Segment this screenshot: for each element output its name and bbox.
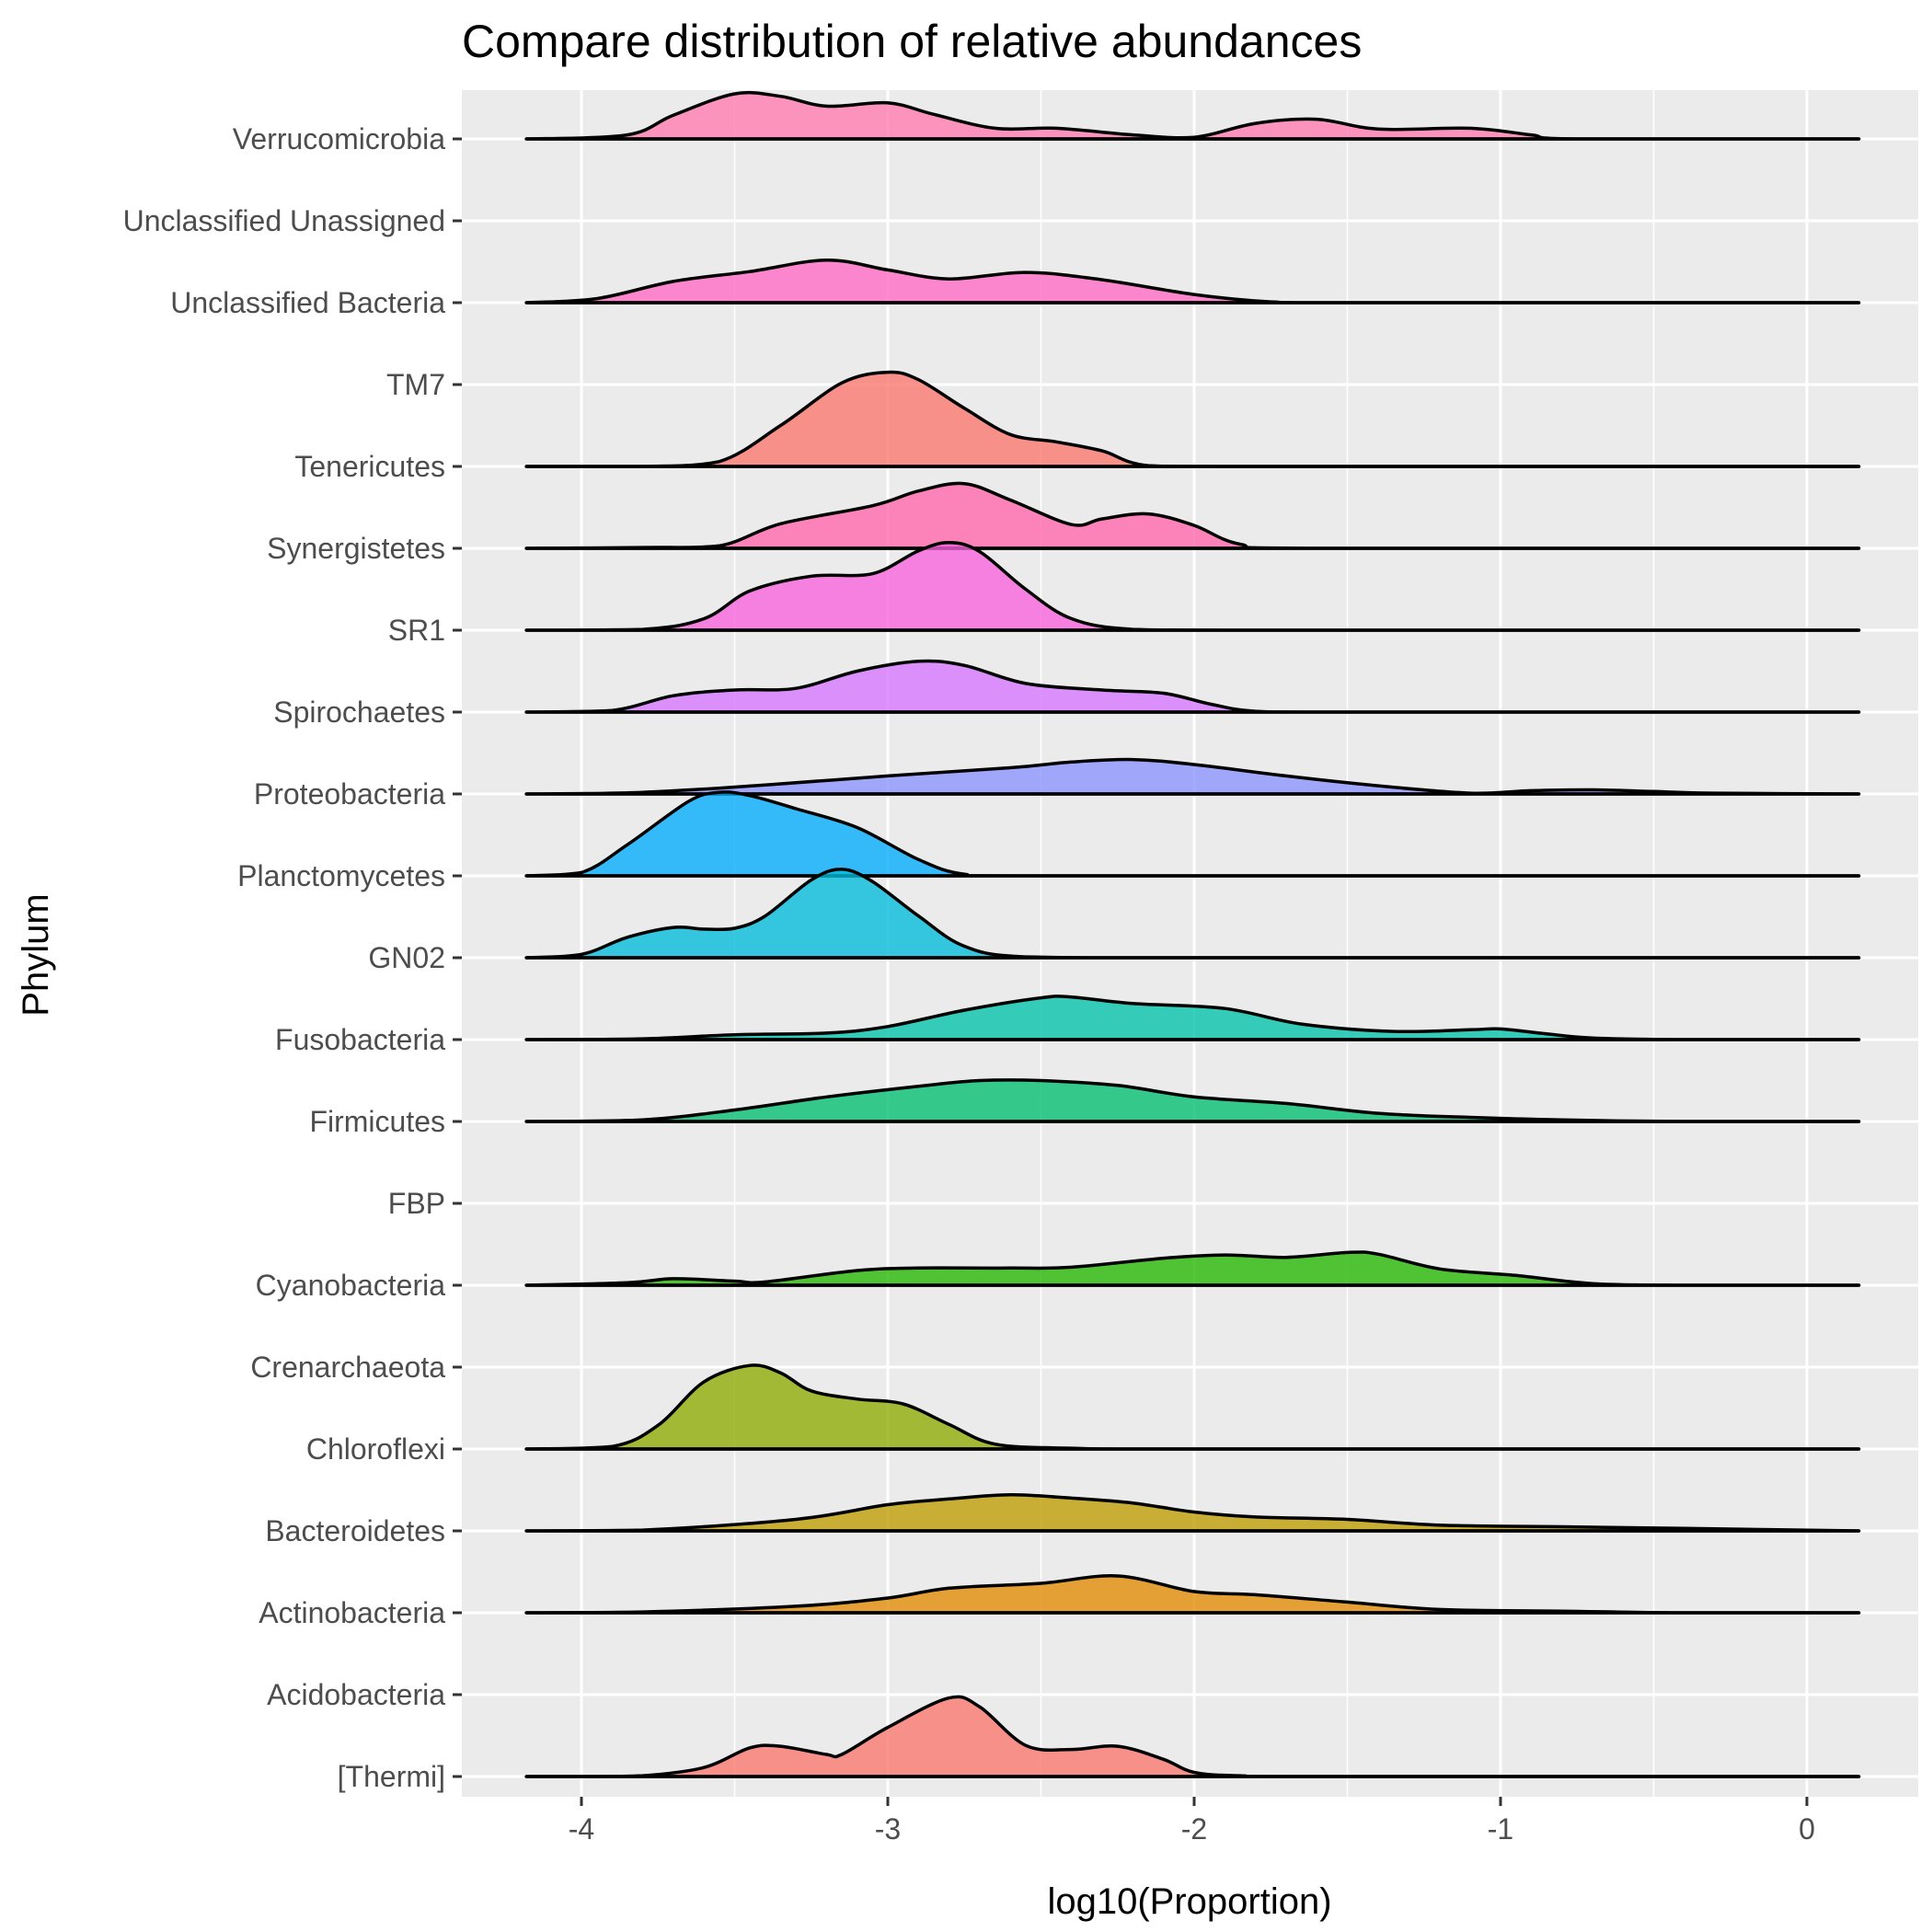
ridge-fusobacteria	[524, 995, 1861, 1041]
y-tick-label: Planctomycetes	[237, 859, 445, 892]
x-tick-label: -4	[569, 1812, 594, 1846]
ridge-verrucomicrobia	[524, 90, 1861, 141]
x-tick-label: 0	[1799, 1812, 1815, 1846]
y-tick-label: TM7	[386, 368, 445, 401]
y-tick-label: Cyanobacteria	[256, 1269, 446, 1302]
y-tick-label: Actinobacteria	[259, 1596, 445, 1629]
ridge-cyanobacteria	[524, 1250, 1861, 1287]
y-tick-label: GN02	[368, 941, 445, 974]
y-tick-label: Chloroflexi	[306, 1432, 445, 1466]
x-axis-title: log10(Proportion)	[1047, 1881, 1331, 1922]
y-tick-label: Spirochaetes	[273, 696, 445, 729]
x-axis: -4 -3 -2 -1 0	[569, 1797, 1815, 1846]
y-tick-label: SR1	[388, 614, 445, 647]
y-tick-label: Unclassified Unassigned	[123, 204, 445, 237]
ridge-bacteroidetes	[524, 1493, 1861, 1533]
y-tick-label: Synergistetes	[267, 532, 445, 565]
y-tick-label: Tenericutes	[294, 450, 445, 483]
ridge-firmicutes	[524, 1078, 1861, 1123]
x-tick-label: -2	[1181, 1812, 1207, 1846]
density-ridges	[524, 90, 1861, 1778]
y-tick-label: Proteobacteria	[254, 777, 445, 811]
y-tick-label: Unclassified Bacteria	[170, 286, 445, 319]
y-tick-label: FBP	[388, 1187, 445, 1220]
y-axis: [Thermi] Acidobacteria Actinobacteria Bacte…	[123, 122, 462, 1793]
y-tick-label: Fusobacteria	[275, 1023, 445, 1056]
x-tick-label: -1	[1488, 1812, 1513, 1846]
x-tick-label: -3	[875, 1812, 901, 1846]
y-tick-label: Verrucomicrobia	[233, 122, 445, 155]
y-tick-label: [Thermi]	[338, 1760, 445, 1793]
y-tick-label: Bacteroidetes	[265, 1514, 445, 1547]
y-tick-label: Crenarchaeota	[250, 1351, 445, 1384]
y-tick-label: Firmicutes	[309, 1105, 445, 1138]
y-axis-title: Phylum	[16, 893, 56, 1016]
y-tick-label: Acidobacteria	[267, 1678, 445, 1711]
ridge-proteobacteria	[524, 757, 1861, 796]
chart-title: Compare distribution of relative abundan…	[462, 16, 1362, 67]
